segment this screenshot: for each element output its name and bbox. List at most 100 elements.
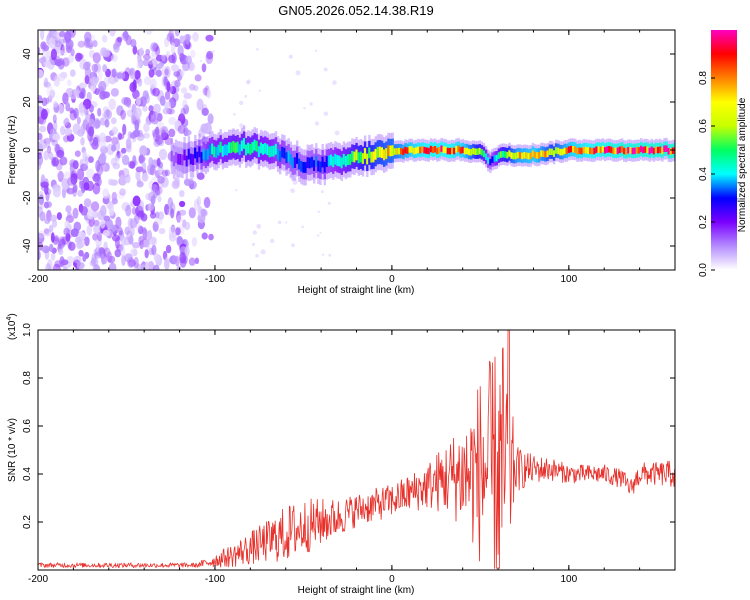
noise-cell	[99, 90, 107, 100]
noise-cell	[323, 111, 329, 116]
noise-cell	[85, 37, 90, 47]
ridge-cell	[442, 146, 445, 153]
ridge-cell	[578, 147, 581, 154]
ridge-cell	[627, 147, 630, 154]
noise-cell	[92, 136, 99, 147]
ridge-cell	[576, 147, 579, 155]
noise-cell	[121, 168, 130, 178]
noise-cell	[113, 43, 119, 50]
noise-cell	[44, 248, 50, 260]
ridge-cell	[332, 156, 335, 168]
snr-series-line	[38, 330, 675, 569]
noise-cell	[84, 156, 89, 166]
noise-cell	[52, 187, 61, 198]
ridge-cell	[230, 142, 233, 154]
ridge-cell	[591, 148, 594, 155]
ridge-cell	[410, 146, 413, 153]
ridge-cell	[654, 146, 658, 153]
ridge-cell	[552, 150, 556, 157]
ridge-cell	[228, 142, 231, 154]
noise-cell	[92, 264, 101, 270]
noise-cell	[135, 170, 141, 181]
noise-cell	[98, 153, 106, 165]
ridge-cell	[344, 155, 348, 167]
noise-cell	[121, 96, 129, 105]
noise-cell	[135, 166, 144, 173]
ridge-cell	[334, 153, 337, 165]
noise-cell	[295, 70, 301, 76]
ridge-cell	[225, 144, 229, 156]
ridge-cell	[374, 148, 377, 160]
noise-cell	[132, 219, 137, 227]
ridge-cell	[293, 157, 297, 168]
noise-cell	[277, 220, 282, 225]
noise-cell	[98, 132, 107, 143]
noise-cell	[168, 54, 176, 64]
noise-cell	[180, 69, 185, 77]
noise-cell	[129, 68, 134, 76]
noise-cell	[319, 231, 322, 234]
noise-cell	[182, 61, 190, 72]
noise-cell	[70, 173, 78, 185]
ridge-cell	[215, 147, 218, 158]
noise-cell	[73, 107, 79, 119]
noise-cell	[180, 107, 186, 117]
noise-cell	[43, 61, 51, 68]
noise-cell	[38, 230, 45, 239]
noise-cell	[168, 116, 177, 125]
ridge-cell	[610, 146, 613, 154]
noise-cell	[65, 87, 74, 98]
ridge-cell	[663, 145, 666, 152]
noise-cell	[110, 117, 117, 125]
noise-cell	[43, 201, 50, 209]
noise-cell	[159, 95, 166, 107]
noise-cell	[124, 226, 130, 235]
noise-cell	[161, 169, 169, 177]
noise-cell	[125, 204, 132, 217]
ridge-cell	[313, 160, 316, 171]
ridge-cell	[544, 151, 547, 158]
spectrogram-noise-cells	[38, 30, 340, 270]
ridge-cell	[648, 147, 651, 155]
noise-cell	[309, 102, 313, 106]
noise-cell	[38, 125, 47, 133]
ridge-cell	[597, 146, 600, 153]
noise-cell	[38, 57, 46, 64]
ridge-cell	[217, 144, 220, 156]
noise-cell	[196, 196, 201, 207]
noise-cell	[56, 149, 65, 158]
noise-cell	[154, 186, 163, 196]
noise-cell	[100, 47, 108, 57]
ridge-cell	[427, 147, 430, 155]
ridge-cell	[444, 146, 447, 154]
noise-cell	[321, 253, 325, 256]
noise-cell	[116, 105, 124, 116]
ridge-cell	[644, 146, 647, 153]
ridge-cell	[323, 161, 326, 173]
noise-cell	[189, 83, 196, 91]
noise-cell	[78, 104, 87, 117]
noise-cell	[164, 137, 173, 146]
noise-cell	[183, 104, 190, 115]
noise-cell	[188, 62, 196, 72]
noise-cell	[145, 48, 151, 56]
noise-cell	[40, 30, 45, 40]
ridge-cell	[185, 155, 188, 167]
noise-cell	[41, 97, 48, 107]
noise-cell	[83, 198, 92, 208]
noise-cell	[91, 201, 100, 212]
noise-cell	[68, 241, 76, 251]
noise-cell	[176, 236, 183, 245]
noise-cell	[118, 227, 123, 236]
noise-cell	[137, 77, 143, 87]
noise-cell	[84, 75, 90, 85]
noise-cell	[110, 88, 119, 97]
ridge-cell	[397, 147, 401, 155]
ridge-cell	[646, 146, 649, 153]
noise-cell	[119, 174, 127, 186]
noise-cell	[122, 123, 127, 136]
noise-cell	[204, 122, 212, 135]
ridge-cell	[249, 143, 252, 155]
noise-cell	[151, 181, 160, 193]
noise-cell	[110, 54, 118, 62]
